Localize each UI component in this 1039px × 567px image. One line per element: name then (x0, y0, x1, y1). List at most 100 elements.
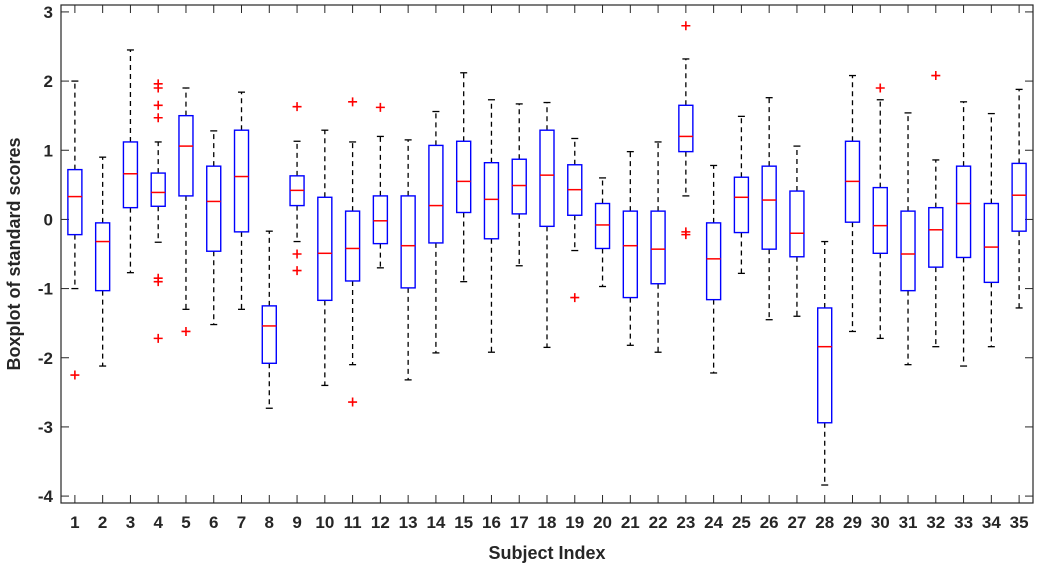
box-14 (428, 110, 444, 354)
x-tick-label: 19 (565, 513, 584, 532)
box-iqr (622, 210, 639, 299)
box-18 (539, 101, 555, 349)
box-12 (372, 102, 389, 269)
x-tick-label: 35 (1010, 513, 1029, 532)
x-tick-label: 24 (704, 513, 723, 532)
x-tick-label: 4 (153, 513, 163, 532)
x-tick-label: 30 (871, 513, 890, 532)
outlier-marker (153, 277, 163, 287)
box-iqr (317, 196, 333, 302)
x-tick-label: 6 (209, 513, 218, 532)
x-axis-label: Subject Index (488, 543, 605, 563)
x-tick-label: 3 (126, 513, 135, 532)
x-tick-label: 12 (371, 513, 390, 532)
box-11 (344, 97, 361, 407)
outlier-marker (681, 230, 691, 240)
y-tick-label: -1 (38, 280, 53, 299)
box-7 (233, 91, 250, 310)
x-tick-label: 28 (815, 513, 834, 532)
x-tick-label: 26 (760, 513, 779, 532)
outlier-marker (681, 21, 691, 31)
box-31 (900, 112, 916, 366)
box-iqr (650, 210, 666, 285)
box-8 (261, 230, 277, 409)
box-iqr (872, 186, 888, 255)
box-6 (206, 130, 222, 326)
outlier-marker (570, 293, 580, 303)
x-tick-label: 2 (98, 513, 107, 532)
x-tick-label: 27 (787, 513, 806, 532)
box-32 (928, 71, 944, 348)
x-tick-label: 25 (732, 513, 751, 532)
box-5 (178, 87, 194, 336)
box-20 (594, 177, 611, 288)
box-9 (289, 102, 305, 276)
box-iqr (955, 165, 972, 259)
x-tick-label: 9 (292, 513, 301, 532)
box-iqr (233, 129, 250, 233)
box-iqr (150, 172, 166, 207)
box-33 (955, 101, 972, 367)
box-iqr (94, 222, 111, 292)
box-iqr (789, 190, 805, 258)
box-2 (94, 156, 111, 367)
outlier-marker (70, 370, 80, 380)
box-iqr (67, 168, 83, 236)
box-26 (761, 97, 777, 321)
y-tick-label: 1 (44, 141, 53, 160)
box-iqr (928, 206, 944, 268)
box-iqr (678, 104, 694, 153)
box-iqr (372, 195, 389, 245)
x-tick-label: 15 (454, 513, 473, 532)
box-30 (872, 83, 888, 340)
box-28 (817, 240, 833, 486)
box-iqr (733, 176, 750, 234)
box-15 (455, 72, 472, 283)
x-tick-label: 7 (237, 513, 246, 532)
box-iqr (428, 144, 444, 244)
box-3 (122, 49, 139, 274)
y-axis-label: Boxplot of standard scores (4, 137, 24, 370)
y-tick-label: -3 (38, 418, 53, 437)
box-35 (1011, 88, 1027, 309)
x-tick-label: 21 (621, 513, 640, 532)
box-iqr (511, 158, 527, 215)
x-tick-label: 29 (843, 513, 862, 532)
box-iqr (705, 222, 722, 301)
box-29 (844, 74, 861, 333)
outlier-marker (153, 333, 163, 343)
box-25 (733, 115, 750, 275)
outlier-marker (153, 113, 163, 123)
box-iqr (122, 141, 139, 209)
outlier-marker (292, 266, 302, 276)
x-tick-label: 23 (676, 513, 695, 532)
box-22 (650, 141, 666, 353)
x-tick-label: 8 (265, 513, 274, 532)
box-iqr (817, 307, 833, 424)
y-tick-label: 2 (44, 72, 53, 91)
x-tick-label: 10 (315, 513, 334, 532)
box-4 (150, 79, 166, 343)
box-16 (483, 99, 500, 353)
box-19 (567, 137, 583, 303)
box-24 (705, 164, 722, 374)
box-iqr (983, 202, 1000, 284)
box-iqr (178, 114, 194, 197)
x-tick-label: 5 (181, 513, 190, 532)
box-iqr (455, 140, 472, 214)
y-tick-label: 3 (44, 3, 53, 22)
x-tick-label: 32 (926, 513, 945, 532)
box-iqr (1011, 162, 1027, 232)
outlier-marker (292, 249, 302, 259)
x-tick-label: 17 (510, 513, 529, 532)
box-17 (511, 103, 527, 267)
x-tick-label: 14 (426, 513, 445, 532)
outlier-marker (348, 397, 358, 407)
outlier-marker (153, 100, 163, 110)
outlier-marker (375, 102, 385, 112)
box-10 (317, 129, 333, 387)
outlier-marker (153, 83, 163, 93)
y-tick-label: -4 (38, 487, 54, 506)
y-tick-label: 0 (44, 210, 53, 229)
